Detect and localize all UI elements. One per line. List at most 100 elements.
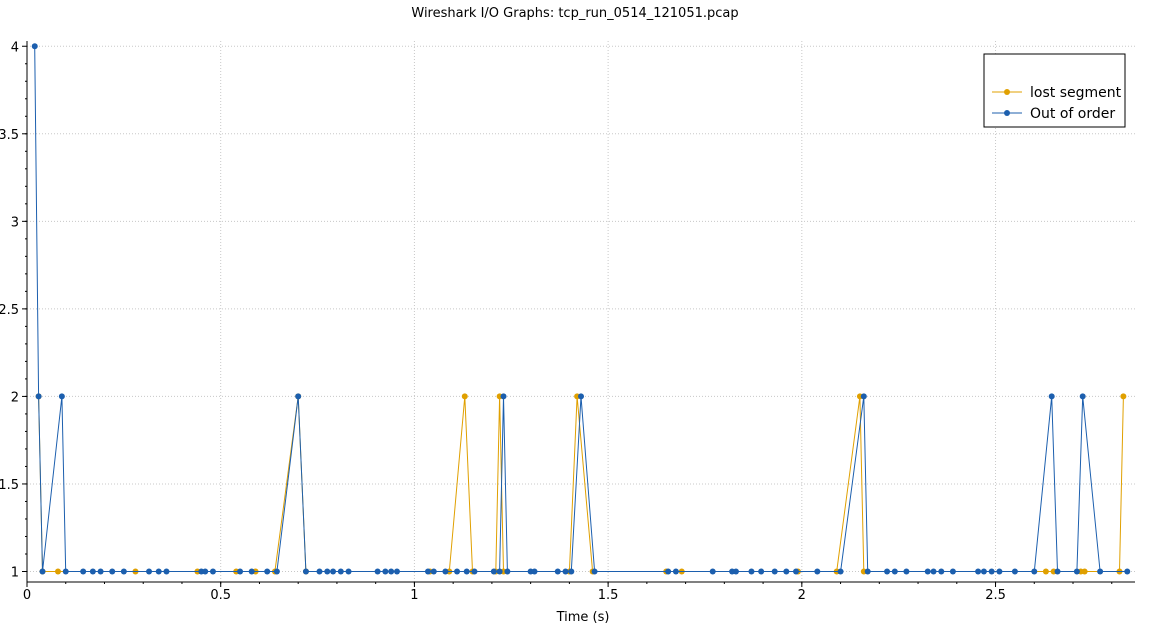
data-point-out-of-order[interactable]: [109, 568, 116, 575]
data-point-out-of-order[interactable]: [1054, 568, 1061, 575]
data-point-out-of-order[interactable]: [316, 568, 323, 575]
data-point-out-of-order[interactable]: [237, 568, 244, 575]
data-point-out-of-order[interactable]: [903, 568, 910, 575]
data-point-out-of-order[interactable]: [490, 568, 497, 575]
data-point-out-of-order[interactable]: [430, 568, 437, 575]
data-point-out-of-order[interactable]: [500, 393, 507, 400]
data-point-lost-segment[interactable]: [1042, 568, 1049, 575]
legend-label-lost-segment: lost segment: [1030, 85, 1122, 101]
data-point-out-of-order[interactable]: [393, 568, 400, 575]
data-point-out-of-order[interactable]: [748, 568, 755, 575]
data-point-out-of-order[interactable]: [591, 568, 598, 575]
data-point-out-of-order[interactable]: [31, 43, 38, 50]
data-point-out-of-order[interactable]: [324, 568, 331, 575]
data-point-out-of-order[interactable]: [975, 568, 982, 575]
data-point-out-of-order[interactable]: [120, 568, 127, 575]
data-point-out-of-order[interactable]: [337, 568, 344, 575]
data-point-out-of-order[interactable]: [732, 568, 739, 575]
data-point-out-of-order[interactable]: [891, 568, 898, 575]
data-point-out-of-order[interactable]: [463, 568, 470, 575]
data-point-out-of-order[interactable]: [155, 568, 162, 575]
data-point-out-of-order[interactable]: [273, 568, 280, 575]
data-point-out-of-order[interactable]: [264, 568, 271, 575]
data-point-out-of-order[interactable]: [302, 568, 309, 575]
data-point-out-of-order[interactable]: [1031, 568, 1038, 575]
data-point-out-of-order[interactable]: [58, 393, 65, 400]
data-point-out-of-order[interactable]: [471, 568, 478, 575]
data-point-out-of-order[interactable]: [793, 568, 800, 575]
data-point-out-of-order[interactable]: [884, 568, 891, 575]
data-point-out-of-order[interactable]: [771, 568, 778, 575]
data-point-out-of-order[interactable]: [330, 568, 337, 575]
data-point-out-of-order[interactable]: [996, 568, 1003, 575]
data-point-out-of-order[interactable]: [1073, 568, 1080, 575]
data-point-out-of-order[interactable]: [531, 568, 538, 575]
data-point-out-of-order[interactable]: [578, 393, 584, 400]
data-point-out-of-order[interactable]: [163, 568, 170, 575]
data-point-out-of-order[interactable]: [1124, 568, 1131, 575]
data-point-out-of-order[interactable]: [980, 568, 987, 575]
data-point-out-of-order[interactable]: [388, 568, 395, 575]
data-point-out-of-order[interactable]: [930, 568, 937, 575]
data-point-lost-segment[interactable]: [461, 393, 468, 400]
data-point-out-of-order[interactable]: [709, 568, 716, 575]
data-point-out-of-order[interactable]: [1048, 393, 1055, 400]
data-point-out-of-order[interactable]: [672, 568, 679, 575]
y-tick-label: 1: [11, 565, 19, 580]
y-tick-label: 2: [11, 390, 19, 405]
legend-marker-out-of-order: [1004, 110, 1010, 116]
data-point-out-of-order[interactable]: [758, 568, 765, 575]
legend-label-out-of-order: Out of order: [1030, 106, 1115, 122]
data-point-out-of-order[interactable]: [568, 568, 575, 575]
data-point-out-of-order[interactable]: [146, 568, 153, 575]
data-point-out-of-order[interactable]: [988, 568, 995, 575]
data-point-out-of-order[interactable]: [202, 568, 209, 575]
data-point-out-of-order[interactable]: [62, 568, 69, 575]
data-point-out-of-order[interactable]: [424, 568, 431, 575]
data-point-out-of-order[interactable]: [504, 568, 511, 575]
data-point-out-of-order[interactable]: [949, 568, 956, 575]
data-point-lost-segment[interactable]: [54, 568, 61, 575]
series-lost-segment: [35, 393, 1127, 575]
x-tick-label: 1: [410, 588, 418, 603]
data-point-out-of-order[interactable]: [864, 568, 871, 575]
data-point-out-of-order[interactable]: [562, 568, 569, 575]
data-point-out-of-order[interactable]: [814, 568, 821, 575]
data-point-out-of-order[interactable]: [938, 568, 945, 575]
data-point-out-of-order[interactable]: [374, 568, 381, 575]
data-point-out-of-order[interactable]: [97, 568, 104, 575]
series-out-of-order: [31, 43, 1131, 575]
x-tick-label: 2: [798, 588, 806, 603]
y-tick-label: 4: [11, 40, 19, 55]
data-point-out-of-order[interactable]: [209, 568, 216, 575]
data-point-out-of-order[interactable]: [924, 568, 931, 575]
x-axis-label: Time (s): [556, 610, 610, 625]
data-point-out-of-order[interactable]: [89, 568, 96, 575]
data-point-lost-segment[interactable]: [1081, 568, 1088, 575]
data-point-out-of-order[interactable]: [665, 568, 672, 575]
y-tick-label: 3: [11, 215, 19, 230]
data-point-out-of-order[interactable]: [35, 393, 42, 400]
data-point-out-of-order[interactable]: [295, 393, 302, 400]
data-point-out-of-order[interactable]: [345, 568, 352, 575]
data-point-out-of-order[interactable]: [554, 568, 561, 575]
legend[interactable]: lost segment Out of order: [983, 53, 1126, 128]
series-layer: [31, 43, 1131, 575]
data-point-out-of-order[interactable]: [248, 568, 255, 575]
data-point-out-of-order[interactable]: [39, 568, 46, 575]
data-point-out-of-order[interactable]: [1011, 568, 1018, 575]
data-point-out-of-order[interactable]: [454, 568, 461, 575]
data-point-out-of-order[interactable]: [442, 568, 449, 575]
data-point-out-of-order[interactable]: [783, 568, 790, 575]
data-point-lost-segment[interactable]: [1120, 393, 1127, 400]
data-point-out-of-order[interactable]: [382, 568, 389, 575]
data-point-out-of-order[interactable]: [1097, 568, 1104, 575]
data-point-out-of-order[interactable]: [496, 568, 503, 575]
axes: 0 0.5 1 1.5 2 2.5 1 1.5 2 2.5 3 3.5 4: [0, 40, 1135, 603]
data-point-out-of-order[interactable]: [1079, 393, 1086, 400]
plot-area[interactable]: [27, 41, 1135, 582]
data-point-out-of-order[interactable]: [860, 393, 867, 400]
x-tick-label: 2.5: [985, 588, 1006, 603]
data-point-out-of-order[interactable]: [80, 568, 87, 575]
data-point-out-of-order[interactable]: [837, 568, 844, 575]
